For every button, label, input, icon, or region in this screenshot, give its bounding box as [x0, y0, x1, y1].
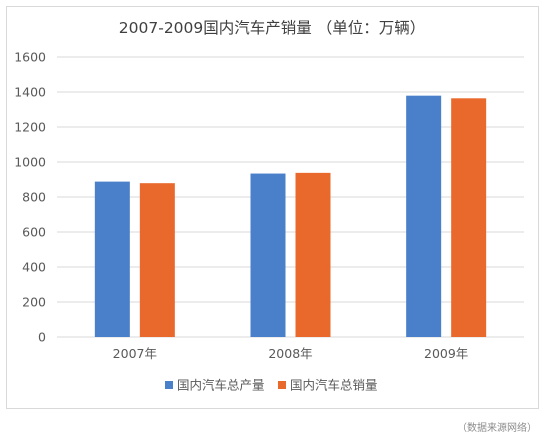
bar-production [250, 173, 286, 337]
legend-swatch-production [165, 381, 173, 389]
bar-production [94, 181, 130, 337]
legend-label-sales: 国内汽车总销量 [290, 378, 378, 393]
y-tick-label: 200 [22, 295, 46, 310]
y-tick-label: 0 [38, 330, 46, 345]
bar-sales [139, 183, 175, 337]
bars [94, 95, 487, 337]
y-tick-label: 1000 [14, 155, 46, 170]
y-tick-label: 1200 [14, 120, 46, 135]
source-note: （数据来源网络） [457, 421, 537, 434]
legend: 国内汽车总产量 国内汽车总销量 [165, 378, 378, 393]
y-tick-label: 1600 [14, 50, 46, 65]
y-tick-label: 800 [22, 190, 46, 205]
x-tick-label: 2008年 [268, 346, 312, 361]
chart-title: 2007-2009国内汽车产销量 （单位：万辆） [119, 19, 425, 37]
x-tick-label: 2007年 [113, 346, 157, 361]
y-tick-label: 1400 [14, 85, 46, 100]
y-tick-label: 600 [22, 225, 46, 240]
gridlines [57, 56, 524, 338]
bar-sales [295, 172, 331, 337]
bar-sales [451, 98, 487, 337]
legend-label-production: 国内汽车总产量 [177, 378, 265, 393]
y-tick-label: 400 [22, 260, 46, 275]
x-axis-tick-labels: 2007年 2008年 2009年 [113, 346, 469, 361]
y-axis-tick-labels: 0 200 400 600 800 1000 1200 1400 1600 [14, 50, 46, 345]
bar-production [406, 95, 442, 337]
legend-swatch-sales [278, 381, 286, 389]
x-tick-label: 2009年 [424, 346, 468, 361]
